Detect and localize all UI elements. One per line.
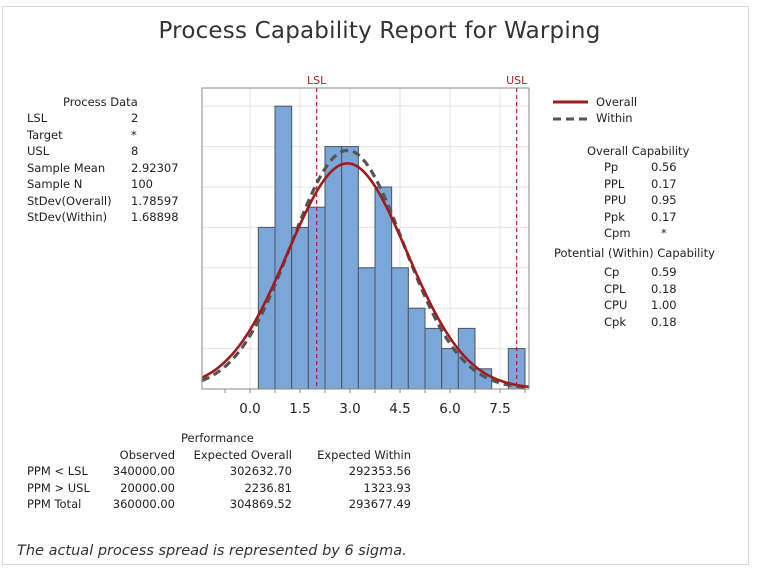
process-data-label: Sample N [27, 177, 83, 191]
process-data-label: USL [27, 144, 50, 158]
legend-label: Overall [596, 95, 638, 109]
footnote: The actual process spread is represented… [17, 543, 407, 559]
histogram-bar [407, 307, 426, 390]
column-header-expected-within: Expected Within [317, 448, 411, 462]
legend-label: Within [596, 111, 633, 125]
column-header-observed: Observed [119, 448, 175, 462]
x-tick-label: 4.5 [389, 401, 410, 417]
x-axis: 0.0 1.5 3.0 4.5 6.0 7.5 [224, 389, 526, 417]
capability-label: Cpk [604, 314, 626, 329]
capability-value: 0.59 [651, 265, 677, 279]
histogram-bar [424, 327, 443, 390]
process-data-label: Target [27, 127, 63, 142]
dashed-line-icon [553, 117, 589, 121]
process-data-value: 100 [131, 177, 153, 191]
capability-label: CPU [604, 298, 628, 312]
row-label: PPM > USL [27, 480, 90, 495]
observed-value: 340000.00 [112, 464, 175, 478]
process-data-header: Process Data [63, 95, 138, 109]
column-header-expected-overall: Expected Overall [193, 448, 292, 462]
capability-label: PPL [604, 176, 625, 191]
spec-label-usl: USL [506, 74, 528, 87]
expected-within-value: 1323.93 [363, 480, 411, 495]
expected-overall-value: 2236.81 [244, 480, 292, 495]
report-title: Process Capability Report for Warping [158, 18, 601, 44]
process-data-label: StDev(Overall) [27, 193, 112, 208]
capability-value: 1.00 [651, 298, 677, 312]
expected-within-value: 293677.49 [348, 497, 411, 511]
expected-overall-value: 302632.70 [229, 464, 292, 478]
capability-histogram: LSL USL 0.0 1.5 3.0 4.5 6.0 7.5 [201, 74, 530, 417]
process-data-value: 1.78597 [131, 193, 179, 208]
histogram-bar [291, 226, 309, 390]
capability-value: 0.18 [651, 281, 677, 296]
histogram-bar [357, 267, 376, 390]
solid-line-icon [553, 100, 588, 104]
capability-label: CPL [604, 281, 626, 296]
performance-row: PPM Total 360000.00 304869.52 293677.49 [27, 497, 417, 513]
x-tick-label: 1.5 [289, 401, 310, 417]
capability-value: * [661, 226, 667, 240]
capability-value: 0.95 [651, 193, 677, 207]
capability-label: Pp [604, 160, 619, 174]
process-data-value: 2.92307 [131, 160, 179, 175]
row-label: PPM < LSL [27, 464, 88, 478]
process-data-value: 8 [131, 144, 139, 158]
histogram-bar [341, 146, 359, 390]
capability-value: 0.56 [651, 160, 677, 174]
overall-normal-curve [201, 162, 529, 389]
expected-overall-value: 304869.52 [229, 497, 292, 511]
performance-row: PPM > USL 20000.00 2236.81 1323.93 [27, 481, 417, 497]
spec-limit-lines: LSL USL [307, 74, 528, 389]
x-tick-label: 0.0 [239, 401, 260, 417]
x-tick-label: 7.5 [489, 401, 510, 417]
observed-value: 360000.00 [112, 497, 175, 511]
performance-header: Performance [181, 431, 254, 445]
x-tick-label: 6.0 [439, 401, 460, 417]
expected-within-value: 292353.56 [348, 464, 411, 478]
performance-row: PPM < LSL 340000.00 302632.70 292353.56 [27, 464, 417, 480]
histogram-bar [391, 267, 409, 390]
process-data-label: Sample Mean [27, 160, 106, 175]
observed-value: 20000.00 [120, 480, 175, 495]
plot-frame [201, 87, 530, 390]
spec-label-lsl: LSL [307, 74, 327, 87]
within-capability-header: Potential (Within) Capability [554, 246, 715, 260]
capability-value: 0.18 [651, 314, 677, 329]
capability-label: Cp [604, 265, 620, 279]
capability-label: Ppk [604, 209, 625, 224]
capability-value: 0.17 [651, 209, 677, 224]
overall-capability-header: Overall Capability [587, 144, 690, 158]
histogram-bar [324, 146, 343, 390]
process-data-value: 1.68898 [131, 210, 179, 224]
x-tick-label: 3.0 [339, 401, 360, 417]
process-data-value: * [131, 127, 137, 142]
process-data-label: StDev(Within) [27, 210, 108, 224]
process-data-label: LSL [27, 111, 48, 125]
histogram-bar [441, 348, 459, 390]
capability-value: 0.17 [651, 176, 677, 191]
within-normal-curve [201, 148, 529, 390]
histogram-bar [374, 186, 393, 390]
row-label: PPM Total [27, 497, 82, 511]
histogram-bars [257, 105, 526, 390]
capability-label: Cpm [604, 226, 631, 240]
process-data-value: 2 [131, 111, 139, 125]
capability-label: PPU [604, 193, 627, 207]
report-frame [2, 6, 749, 565]
